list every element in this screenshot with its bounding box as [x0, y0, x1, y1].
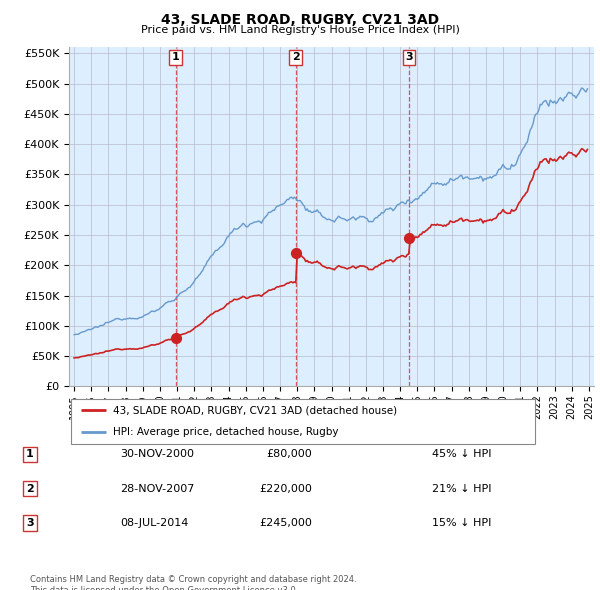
- Text: 43, SLADE ROAD, RUGBY, CV21 3AD (detached house): 43, SLADE ROAD, RUGBY, CV21 3AD (detache…: [113, 405, 398, 415]
- Text: 2: 2: [26, 484, 34, 493]
- Text: 30-NOV-2000: 30-NOV-2000: [120, 450, 194, 459]
- Text: 08-JUL-2014: 08-JUL-2014: [120, 518, 188, 527]
- FancyBboxPatch shape: [71, 399, 535, 444]
- Point: [171, 333, 181, 343]
- Point: [291, 248, 301, 258]
- Text: 21% ↓ HPI: 21% ↓ HPI: [432, 484, 491, 493]
- Text: 1: 1: [26, 450, 34, 459]
- Text: 2: 2: [292, 53, 299, 63]
- Text: 3: 3: [26, 518, 34, 527]
- Text: £80,000: £80,000: [266, 450, 312, 459]
- Text: 43, SLADE ROAD, RUGBY, CV21 3AD: 43, SLADE ROAD, RUGBY, CV21 3AD: [161, 13, 439, 27]
- Text: 3: 3: [406, 53, 413, 63]
- Text: £220,000: £220,000: [259, 484, 312, 493]
- Text: HPI: Average price, detached house, Rugby: HPI: Average price, detached house, Rugb…: [113, 427, 339, 437]
- Text: 15% ↓ HPI: 15% ↓ HPI: [432, 518, 491, 527]
- Text: 45% ↓ HPI: 45% ↓ HPI: [432, 450, 491, 459]
- Text: Contains HM Land Registry data © Crown copyright and database right 2024.
This d: Contains HM Land Registry data © Crown c…: [30, 575, 356, 590]
- Text: £245,000: £245,000: [259, 518, 312, 527]
- Text: Price paid vs. HM Land Registry's House Price Index (HPI): Price paid vs. HM Land Registry's House …: [140, 25, 460, 35]
- Text: 1: 1: [172, 53, 179, 63]
- Text: 28-NOV-2007: 28-NOV-2007: [120, 484, 194, 493]
- Point: [404, 233, 414, 242]
